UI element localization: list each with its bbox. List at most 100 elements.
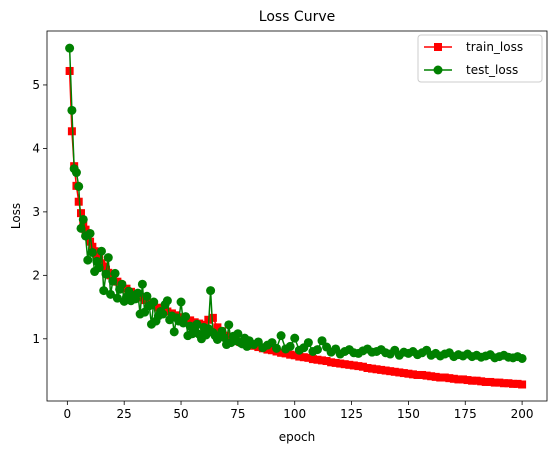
data-point-train_loss bbox=[377, 365, 386, 374]
data-point-test_loss bbox=[108, 276, 118, 286]
data-point-train_loss bbox=[390, 367, 399, 376]
data-point-train_loss bbox=[113, 277, 122, 286]
data-point-test_loss bbox=[142, 291, 152, 301]
x-tick-label: 25 bbox=[117, 407, 132, 421]
data-point-train_loss bbox=[495, 378, 504, 387]
data-point-test_loss bbox=[206, 286, 216, 296]
legend-test-label: test_loss bbox=[466, 63, 518, 77]
data-point-test_loss bbox=[117, 279, 127, 289]
data-point-test_loss bbox=[290, 333, 300, 343]
data-point-test_loss bbox=[285, 341, 295, 351]
data-point-train_loss bbox=[454, 375, 463, 384]
data-point-train_loss bbox=[468, 376, 477, 385]
data-point-test_loss bbox=[219, 333, 229, 343]
data-point-test_loss bbox=[85, 228, 95, 238]
data-point-test_loss bbox=[96, 246, 106, 256]
x-tick-label: 50 bbox=[173, 407, 188, 421]
chart-title: Loss Curve bbox=[259, 9, 335, 25]
x-tick-label: 75 bbox=[230, 407, 245, 421]
data-point-train_loss bbox=[331, 358, 340, 367]
data-point-train_loss bbox=[163, 307, 172, 316]
y-axis: 1 2 3 4 5 bbox=[32, 78, 47, 346]
data-point-test_loss bbox=[110, 268, 120, 278]
data-point-train_loss bbox=[408, 370, 417, 379]
data-point-test_loss bbox=[233, 329, 243, 339]
data-point-test_loss bbox=[224, 320, 234, 330]
axes-frame bbox=[46, 30, 548, 402]
data-point-train_loss bbox=[299, 353, 308, 362]
legend: train_loss test_loss bbox=[417, 34, 543, 83]
data-point-train_loss bbox=[440, 373, 449, 382]
data-point-test_loss bbox=[106, 289, 116, 299]
data-point-train_loss bbox=[267, 346, 276, 355]
legend-train-label: train_loss bbox=[466, 40, 523, 54]
y-tick-label: 4 bbox=[32, 141, 40, 155]
data-point-test_loss bbox=[74, 181, 84, 191]
x-tick-label: 0 bbox=[64, 407, 72, 421]
plot-area bbox=[65, 43, 527, 389]
data-point-train_loss bbox=[363, 363, 372, 372]
x-axis: 0 25 50 75 100 125 150 175 200 bbox=[64, 401, 534, 421]
data-point-train_loss bbox=[445, 374, 454, 383]
y-axis-label: Loss bbox=[9, 203, 23, 229]
data-point-train_loss bbox=[481, 377, 490, 386]
data-point-train_loss bbox=[81, 225, 90, 234]
data-point-test_loss bbox=[181, 312, 191, 322]
data-point-train_loss bbox=[509, 379, 518, 388]
x-tick-label: 175 bbox=[454, 407, 477, 421]
data-point-train_loss bbox=[67, 127, 76, 136]
data-point-test_loss bbox=[137, 279, 147, 289]
data-point-test_loss bbox=[149, 297, 159, 307]
data-point-train_loss bbox=[290, 351, 299, 360]
data-point-train_loss bbox=[399, 369, 408, 378]
data-point-train_loss bbox=[386, 367, 395, 376]
data-point-test_loss bbox=[192, 319, 202, 329]
data-point-train_loss bbox=[418, 370, 427, 379]
data-point-train_loss bbox=[76, 209, 85, 218]
x-tick-label: 150 bbox=[397, 407, 420, 421]
x-axis-label: epoch bbox=[279, 430, 316, 444]
data-point-test_loss bbox=[140, 307, 150, 317]
data-point-train_loss bbox=[349, 361, 358, 370]
data-point-test_loss bbox=[169, 327, 179, 337]
data-point-test_loss bbox=[176, 297, 186, 307]
data-point-test_loss bbox=[162, 296, 172, 306]
data-point-test_loss bbox=[94, 263, 104, 273]
data-point-test_loss bbox=[65, 43, 75, 53]
data-point-train_loss bbox=[304, 353, 313, 362]
data-point-train_loss bbox=[472, 376, 481, 385]
data-point-train_loss bbox=[322, 357, 331, 366]
legend-test-marker bbox=[433, 65, 443, 75]
data-point-test_loss bbox=[317, 336, 327, 346]
data-point-test_loss bbox=[272, 343, 282, 353]
data-point-train_loss bbox=[458, 375, 467, 384]
data-point-train_loss bbox=[431, 372, 440, 381]
legend-train-marker bbox=[434, 43, 442, 51]
data-point-train_loss bbox=[499, 379, 508, 388]
data-point-train_loss bbox=[490, 378, 499, 387]
data-point-train_loss bbox=[313, 355, 322, 364]
data-point-test_loss bbox=[71, 168, 81, 178]
data-point-test_loss bbox=[67, 105, 77, 115]
data-point-train_loss bbox=[427, 372, 436, 381]
data-point-train_loss bbox=[213, 323, 222, 332]
data-point-train_loss bbox=[286, 350, 295, 359]
data-point-train_loss bbox=[74, 197, 83, 206]
data-point-train_loss bbox=[318, 356, 327, 365]
data-point-train_loss bbox=[504, 379, 513, 388]
data-point-train_loss bbox=[308, 355, 317, 364]
data-point-train_loss bbox=[354, 362, 363, 371]
data-point-train_loss bbox=[436, 373, 445, 382]
data-point-test_loss bbox=[303, 338, 313, 348]
data-point-train_loss bbox=[372, 365, 381, 374]
data-point-train_loss bbox=[381, 366, 390, 375]
data-point-train_loss bbox=[336, 359, 345, 368]
data-point-train_loss bbox=[208, 313, 217, 322]
x-tick-label: 125 bbox=[340, 407, 363, 421]
data-point-train_loss bbox=[477, 377, 486, 386]
series-test_loss bbox=[65, 43, 527, 363]
data-point-test_loss bbox=[276, 331, 286, 341]
data-point-train_loss bbox=[186, 316, 195, 325]
data-point-test_loss bbox=[76, 223, 86, 233]
data-point-test_loss bbox=[158, 309, 168, 319]
